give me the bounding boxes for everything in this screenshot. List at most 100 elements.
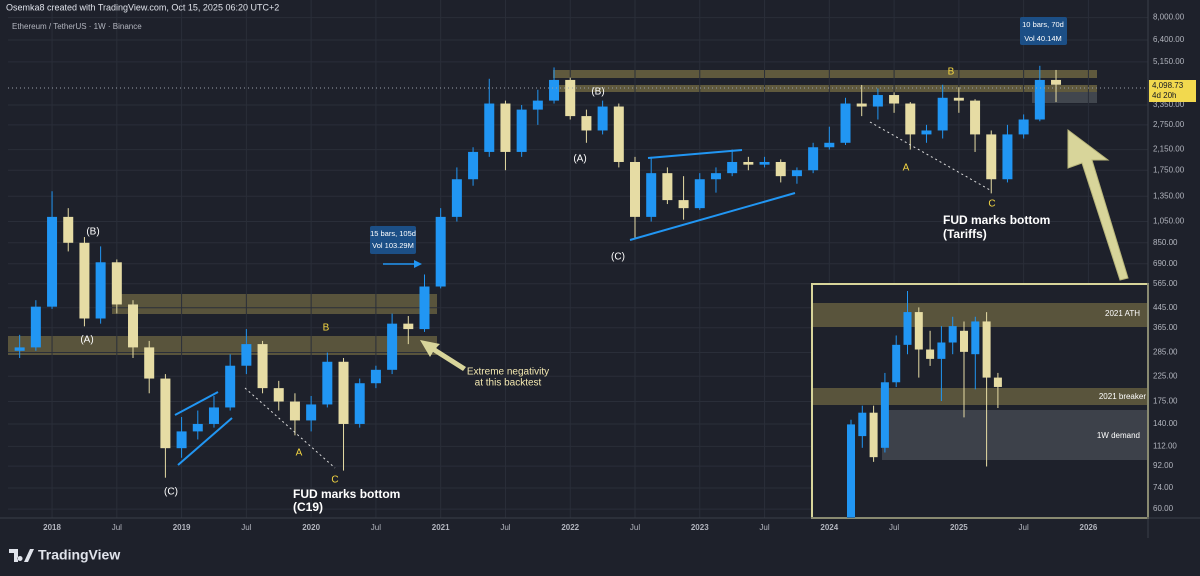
measure-text: 15 bars, 105d <box>370 229 416 238</box>
candle-body <box>289 401 300 421</box>
candle-body <box>63 216 74 243</box>
candle-body <box>419 286 430 330</box>
y-tick-label: 225.00 <box>1153 371 1178 380</box>
candle-body <box>869 412 878 458</box>
candle-body <box>225 365 236 408</box>
price-tag-text: 4,098.73 <box>1152 81 1184 90</box>
y-tick-label: 92.00 <box>1153 461 1174 470</box>
candle-body <box>872 95 883 107</box>
candle-body <box>937 342 946 359</box>
x-tick-label: Jul <box>500 523 510 532</box>
y-tick-label: 1,050.00 <box>1153 217 1185 226</box>
annotation: B <box>323 323 330 334</box>
candle-body <box>953 97 964 101</box>
annotation: (A) <box>80 335 93 346</box>
y-tick-label: 2,750.00 <box>1153 120 1185 129</box>
annotation: FUD marks bottom <box>943 213 1050 227</box>
annotation: (A) <box>573 154 586 165</box>
annotation: at this backtest <box>475 378 542 389</box>
countdown: 4d 20h <box>1152 91 1176 100</box>
candle-body <box>581 116 592 131</box>
x-tick-label: Jul <box>112 523 122 532</box>
x-tick-label: 2018 <box>43 523 61 532</box>
x-tick-label: 2020 <box>302 523 320 532</box>
candle-body <box>306 404 317 421</box>
candle-body <box>47 216 58 307</box>
annotation: (B) <box>86 227 99 238</box>
candle-body <box>208 407 219 424</box>
measure-text: 10 bars, 70d <box>1022 20 1064 29</box>
candle-body <box>993 377 1002 387</box>
annotation: (C19) <box>293 500 323 514</box>
candle-body <box>791 170 802 177</box>
arrow <box>420 340 466 371</box>
chart-title: Ethereum / TetherUS · 1W · Binance <box>12 22 142 31</box>
measure-text: Vol 103.29M <box>372 241 414 250</box>
x-tick-label: Jul <box>889 523 899 532</box>
candle-body <box>840 103 851 143</box>
x-tick-label: Jul <box>241 523 251 532</box>
candle-body <box>759 161 770 165</box>
candle-body <box>241 344 252 366</box>
zone <box>1032 92 1097 103</box>
x-tick-label: 2026 <box>1080 523 1098 532</box>
annotation: (B) <box>591 87 604 98</box>
candle-body <box>986 134 997 180</box>
arrow-head <box>414 260 422 268</box>
candle-body <box>926 349 935 359</box>
candle-body <box>192 423 203 432</box>
y-tick-label: 565.00 <box>1153 279 1178 288</box>
candle-body <box>937 97 948 131</box>
annotation: (C) <box>164 487 178 498</box>
candle-body <box>808 147 819 171</box>
inset-label: 2021 ATH <box>1105 309 1140 318</box>
zone <box>882 410 1147 460</box>
y-tick-label: 285.00 <box>1153 348 1178 357</box>
candle-body <box>678 200 689 209</box>
author-line: Osemka8 created with TradingView.com, Oc… <box>6 2 279 12</box>
y-tick-label: 365.00 <box>1153 323 1178 332</box>
y-tick-label: 5,150.00 <box>1153 57 1185 66</box>
annotation: Extreme negativity <box>467 367 549 378</box>
candle-body <box>905 103 916 135</box>
candle-body <box>1002 134 1013 180</box>
y-tick-label: 175.00 <box>1153 397 1178 406</box>
candle-body <box>710 173 721 180</box>
annotation: A <box>903 163 910 174</box>
y-tick-label: 1,350.00 <box>1153 191 1185 200</box>
candle-body <box>532 100 543 110</box>
candle-body <box>892 344 901 383</box>
x-tick-label: Jul <box>759 523 769 532</box>
candle-body <box>948 326 957 343</box>
candle-body <box>630 161 640 217</box>
trend-line <box>174 391 219 416</box>
zone <box>813 388 1147 405</box>
annotation: B <box>948 67 955 78</box>
candle-body <box>387 323 398 370</box>
candle-body <box>889 95 900 104</box>
candle-body <box>775 161 786 177</box>
y-tick-label: 445.00 <box>1153 303 1178 312</box>
candle-body <box>79 242 90 319</box>
annotation: (Tariffs) <box>943 227 987 241</box>
x-tick-label: 2025 <box>950 523 968 532</box>
zone <box>553 70 1097 78</box>
logo-icon <box>9 549 34 562</box>
dotted-line <box>244 387 336 469</box>
candle-body <box>160 378 171 449</box>
footer <box>0 538 1200 576</box>
x-tick-label: 2023 <box>691 523 709 532</box>
annotation: C <box>331 475 338 486</box>
price-tag <box>1149 80 1196 102</box>
inset-candles <box>847 291 1002 518</box>
candle-body <box>1034 79 1045 120</box>
candle-body <box>30 306 41 348</box>
candle-body <box>856 103 867 107</box>
x-tick-label: 2021 <box>432 523 450 532</box>
y-tick-label: 112.00 <box>1153 441 1177 450</box>
x-tick-label: 2024 <box>820 523 838 532</box>
candle-body <box>176 431 187 449</box>
candle-body <box>257 344 268 389</box>
candle-body <box>322 361 333 405</box>
